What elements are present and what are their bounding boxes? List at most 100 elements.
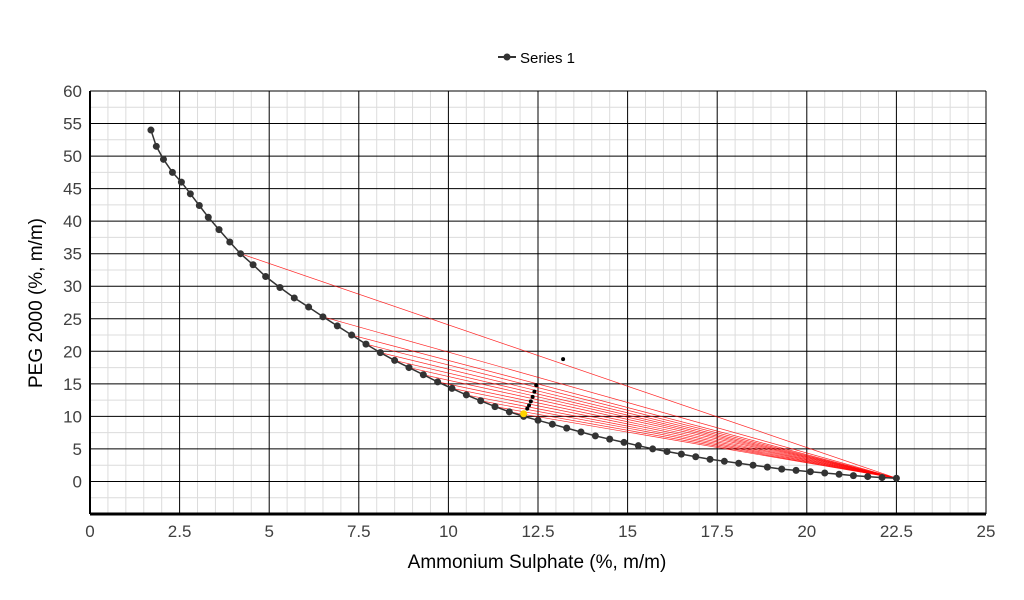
y-tick-label: 35 xyxy=(63,245,82,264)
binodal-data-point xyxy=(806,468,814,476)
binodal-data-point xyxy=(405,364,413,372)
feed-point xyxy=(527,403,532,408)
binodal-data-point xyxy=(864,473,872,481)
binodal-data-point xyxy=(505,408,513,416)
binodal-data-point xyxy=(735,459,743,467)
x-tick-label: 0 xyxy=(85,522,94,541)
binodal-data-point xyxy=(878,474,886,482)
binodal-data-point xyxy=(168,168,176,176)
feed-point xyxy=(528,399,533,404)
x-tick-label: 2.5 xyxy=(168,522,192,541)
binodal-data-point xyxy=(147,126,155,134)
x-tick-label: 5 xyxy=(264,522,273,541)
tie-line xyxy=(494,406,897,479)
y-axis-title: PEG 2000 (%, m/m) xyxy=(26,218,47,388)
binodal-data-point xyxy=(215,226,223,234)
feed-points xyxy=(520,357,566,418)
binodal-data-point xyxy=(204,213,212,221)
binodal-data-point xyxy=(376,349,384,357)
tie-line xyxy=(466,394,897,479)
binodal-data-point xyxy=(419,371,427,379)
tie-line xyxy=(437,381,897,479)
feed-point xyxy=(534,383,539,388)
binodal-data-point xyxy=(620,438,628,446)
binodal-curve-line xyxy=(150,129,897,479)
legend-label-series-1: Series 1 xyxy=(520,50,575,67)
x-tick-label: 22.5 xyxy=(880,522,913,541)
binodal-data-point xyxy=(462,391,470,399)
binodal-data-point xyxy=(159,155,167,163)
tie-line xyxy=(423,374,897,479)
binodal-data-point xyxy=(792,466,800,474)
y-tick-labels: 0 5 10 15 20 25 30 35 40 45 50 55 60 xyxy=(63,82,82,491)
tie-line xyxy=(380,352,897,479)
binodal-data-point xyxy=(333,322,341,330)
tie-line xyxy=(408,367,897,479)
y-tick-label: 55 xyxy=(63,115,82,134)
tie-lines xyxy=(240,253,897,479)
binodal-data-point xyxy=(348,331,356,339)
critical-point xyxy=(520,410,528,418)
x-tick-labels: 0 2.5 5 7.5 10 12.5 15 17.5 20 22.5 25 xyxy=(85,522,995,541)
binodal-series xyxy=(147,126,900,482)
feed-point xyxy=(530,394,535,399)
binodal-data-point xyxy=(634,442,642,450)
tie-line xyxy=(240,253,897,479)
tie-line xyxy=(394,360,897,479)
binodal-data-point xyxy=(534,416,542,424)
binodal-data-point xyxy=(290,294,298,302)
binodal-data-point xyxy=(548,420,556,428)
binodal-data-point xyxy=(186,190,194,198)
binodal-data-point xyxy=(249,261,257,269)
y-tick-label: 50 xyxy=(63,147,82,166)
binodal-data-point xyxy=(577,428,585,436)
binodal-data-point xyxy=(448,384,456,392)
binodal-data-point xyxy=(763,463,771,471)
y-tick-label: 25 xyxy=(63,310,82,329)
tie-line xyxy=(509,411,897,479)
y-tick-label: 60 xyxy=(63,82,82,101)
binodal-data-point xyxy=(720,457,728,465)
y-tick-label: 0 xyxy=(73,472,82,491)
binodal-data-point xyxy=(563,424,571,432)
binodal-data-point xyxy=(319,313,327,321)
legend: Series 1 xyxy=(498,50,575,67)
y-tick-label: 30 xyxy=(63,277,82,296)
axes xyxy=(89,91,986,516)
y-tick-label: 5 xyxy=(73,440,82,459)
feed-point xyxy=(532,389,537,394)
binodal-data-point xyxy=(821,469,829,477)
y-tick-label: 20 xyxy=(63,342,82,361)
binodal-data-point xyxy=(892,474,900,482)
x-tick-label: 12.5 xyxy=(521,522,554,541)
x-tick-label: 20 xyxy=(797,522,816,541)
binodal-data-point xyxy=(835,470,843,478)
tie-line xyxy=(322,316,897,479)
binodal-data-point xyxy=(677,450,685,458)
x-tick-label: 10 xyxy=(439,522,458,541)
binodal-data-point xyxy=(778,465,786,473)
legend-marker-icon xyxy=(503,53,511,61)
binodal-data-point xyxy=(849,472,857,480)
binodal-data-point xyxy=(391,356,399,364)
y-tick-label: 45 xyxy=(63,180,82,199)
x-tick-label: 15 xyxy=(618,522,637,541)
x-tick-label: 17.5 xyxy=(701,522,734,541)
binodal-data-point xyxy=(706,455,714,463)
binodal-data-point xyxy=(152,142,160,150)
binodal-data-point xyxy=(362,340,370,348)
feed-point xyxy=(525,406,530,411)
binodal-data-point xyxy=(237,250,245,258)
feed-point xyxy=(561,357,566,362)
binodal-data-point xyxy=(305,303,313,311)
binodal-data-point xyxy=(195,202,203,210)
binodal-data-point xyxy=(262,272,270,280)
binodal-data-point xyxy=(649,445,657,453)
binodal-data-point xyxy=(226,238,234,246)
y-tick-label: 10 xyxy=(63,407,82,426)
binodal-data-point xyxy=(606,435,614,443)
tie-line xyxy=(351,334,897,479)
binodal-data-point xyxy=(491,403,499,411)
